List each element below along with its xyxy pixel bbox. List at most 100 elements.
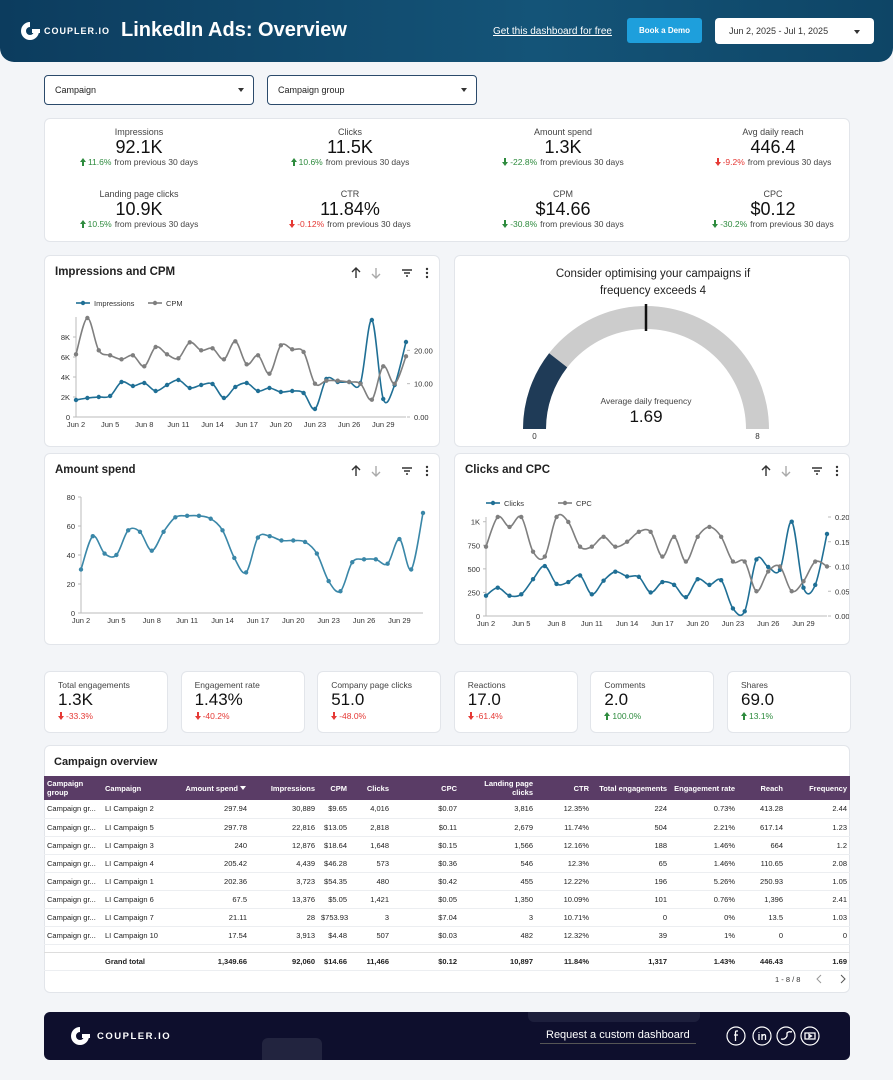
- column-header[interactable]: Total engagements: [592, 776, 670, 800]
- y-tick-label: 2K: [61, 393, 70, 402]
- chart: 0 2K 4K 6K 8K 0.00 10.00 20.00 Jun 2 Jun 5 Jun 8 Ju…: [61, 299, 433, 429]
- social-icon[interactable]: [776, 1026, 796, 1046]
- data-point: [142, 380, 147, 386]
- data-point: [530, 577, 536, 582]
- icon-svg: [240, 785, 246, 790]
- cell: 482: [460, 926, 536, 944]
- column-header[interactable]: Engagement rate: [670, 776, 738, 800]
- data-point: [409, 567, 414, 572]
- footer-cta[interactable]: Request a custom dashboard: [540, 1027, 696, 1044]
- social-icon[interactable]: [800, 1026, 820, 1046]
- date-range: Jun 2, 2025 - Jul 1, 2025: [729, 26, 829, 36]
- kpi-change-value: 10.6%: [298, 157, 323, 167]
- column-header[interactable]: Landing page clicks: [460, 776, 536, 800]
- data-point: [267, 371, 272, 376]
- series-line: [75, 319, 407, 410]
- data-point: [173, 515, 178, 520]
- data-point: [483, 544, 489, 549]
- cell-text: 67.5: [232, 894, 247, 904]
- cell-text: 39: [658, 930, 667, 940]
- kpi-change: -33.3%: [58, 711, 93, 721]
- column-header[interactable]: Reach: [738, 776, 786, 800]
- kpi-change-note: from previous 30 days: [114, 219, 199, 229]
- gauge-track: [523, 306, 769, 429]
- kpi: Amount spend 1.3K -22.8% from previous 30 d…: [463, 127, 663, 179]
- data-point: [530, 549, 536, 554]
- cell: [44, 952, 102, 970]
- column-header-text: CPM: [330, 783, 347, 793]
- date-picker[interactable]: Jun 2, 2025 - Jul 1, 2025: [715, 18, 874, 44]
- demo-button[interactable]: Book a Demo: [627, 18, 702, 43]
- gauge-title: Consider optimising your campaigns if fr…: [555, 268, 751, 297]
- data-point: [718, 534, 724, 539]
- free-link[interactable]: Get this dashboard for free: [493, 26, 612, 37]
- cell: 22,816: [250, 818, 318, 836]
- filter-dropdown[interactable]: Campaign: [44, 75, 254, 105]
- kpi-change: -30.2% from previous 30 days: [673, 219, 873, 229]
- column-header[interactable]: CPM: [318, 776, 350, 800]
- trend-arrow: [79, 158, 86, 166]
- column-header[interactable]: Amount spend: [175, 776, 250, 800]
- logo-mark: [32, 29, 40, 33]
- data-point: [671, 582, 677, 588]
- menu-dot: [425, 271, 429, 275]
- cell-text: $0.42: [438, 876, 457, 886]
- data-point: [683, 559, 689, 564]
- data-point: [302, 539, 308, 545]
- trend-arrow: [604, 712, 611, 720]
- data-point: [164, 352, 170, 357]
- cell: $54.35: [318, 872, 350, 890]
- social-icon[interactable]: [726, 1026, 746, 1046]
- cell-text: $13.05: [324, 822, 347, 832]
- column-header[interactable]: Clicks: [350, 776, 392, 800]
- data-point: [813, 582, 818, 588]
- cell-text: 3,723: [296, 876, 315, 886]
- column-header[interactable]: Campaign: [102, 776, 175, 800]
- cell: Campaign gr...: [44, 890, 102, 908]
- data-point: [358, 381, 363, 386]
- kpi-change-note: from previous 30 days: [540, 219, 624, 229]
- data-point: [707, 524, 712, 530]
- data-point: [589, 544, 595, 549]
- legend-label: Clicks: [504, 499, 524, 508]
- y2-tick-label: 0.15: [835, 538, 849, 547]
- cell: 1%: [670, 926, 738, 944]
- icon-svg: [351, 267, 429, 279]
- cell-text: 1%: [724, 930, 735, 940]
- kpi-change: -9.2% from previous 30 days: [673, 157, 873, 167]
- column-header[interactable]: Campaign group: [44, 776, 102, 800]
- x-tick-label: Jun 2: [477, 619, 495, 628]
- data-point: [198, 348, 204, 353]
- cell-text: 1.69: [832, 956, 847, 966]
- cell: 297.78: [175, 818, 250, 836]
- cell-text: 2.44: [832, 804, 847, 814]
- data-point: [554, 514, 559, 520]
- x-tick-label: Jun 5: [101, 420, 119, 429]
- icon-svg: [502, 220, 509, 228]
- dropdown-arrow: [461, 88, 467, 92]
- cell-text: 2.21%: [713, 822, 735, 832]
- chart-title: Amount spend: [55, 464, 136, 476]
- data-point: [107, 353, 113, 358]
- legend-swatch: [562, 500, 568, 506]
- icon-svg: [79, 158, 86, 166]
- social-icon[interactable]: [752, 1026, 772, 1046]
- cell-text: 1.03: [832, 912, 847, 922]
- cell-text: 446.43: [760, 956, 783, 966]
- menu-dot: [835, 473, 839, 477]
- data-point: [324, 378, 329, 383]
- kpi-value: 1.3K: [58, 690, 93, 709]
- column-header[interactable]: Frequency: [786, 776, 850, 800]
- cell: LI Campaign 10: [102, 926, 175, 944]
- cell: 4,016: [350, 800, 392, 818]
- cell-text: 28: [306, 912, 315, 922]
- cell: 3: [460, 908, 536, 926]
- filter-dropdown[interactable]: Campaign group: [267, 75, 477, 105]
- cell: 546: [460, 854, 536, 872]
- column-header[interactable]: Impressions: [250, 776, 318, 800]
- cell-text: $9.65: [328, 804, 347, 814]
- column-header[interactable]: CTR: [536, 776, 592, 800]
- data-point: [210, 346, 215, 351]
- engagement-card: Comments 2.0 100.0%: [590, 671, 715, 733]
- column-header[interactable]: CPC: [392, 776, 460, 800]
